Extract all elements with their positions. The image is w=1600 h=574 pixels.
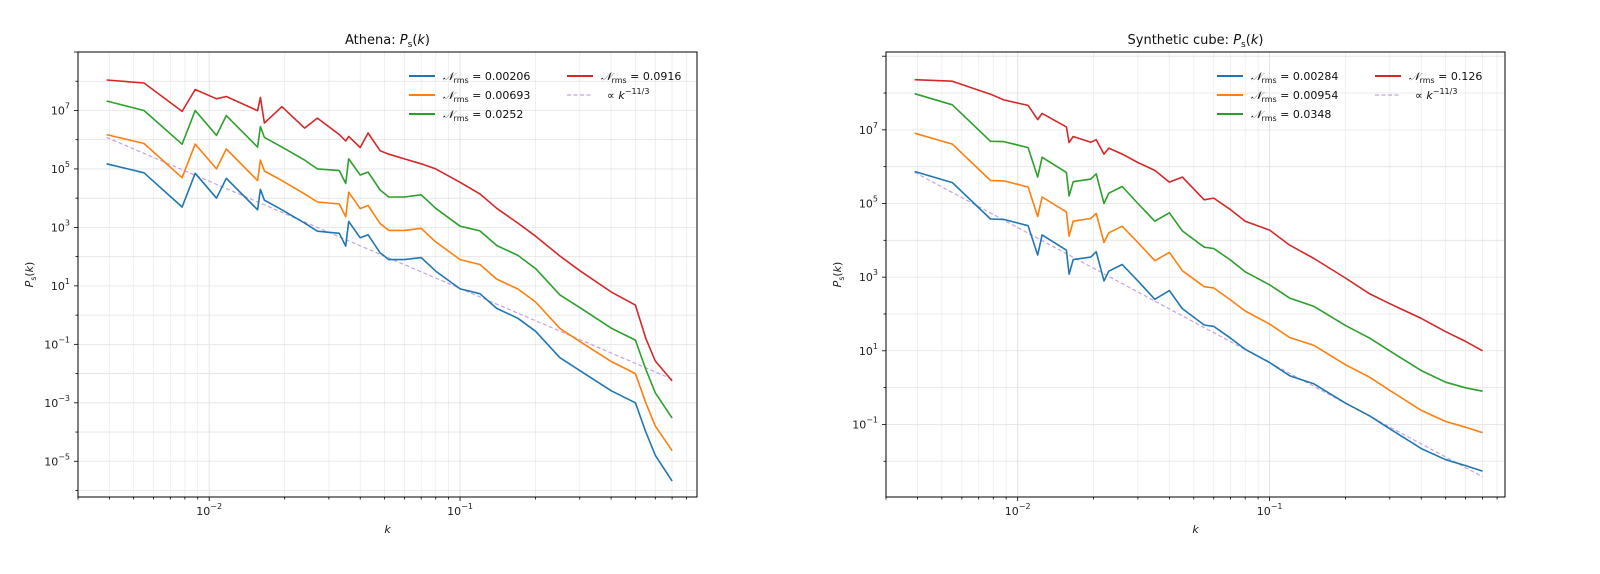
legend-label: 𝒩rms = 0.0252 bbox=[443, 108, 523, 123]
x-axis-label: k bbox=[1192, 523, 1199, 536]
legend-label: 𝒩rms = 0.0916 bbox=[601, 70, 681, 85]
axes-frame bbox=[77, 51, 698, 498]
y-tick-label: 103 bbox=[859, 268, 878, 284]
powerlaw-reference-line bbox=[914, 171, 1483, 478]
x-axis-label: k bbox=[384, 523, 391, 536]
series-line-3 bbox=[106, 100, 673, 419]
legend-label: 𝒩rms = 0.00954 bbox=[1251, 89, 1338, 104]
powerlaw-reference-line bbox=[106, 136, 673, 380]
chart-panel-1: 10−2 10−1 107 105 103 101 10−1 10−3 10−5 Athena: … bbox=[23, 33, 698, 536]
y-tick-label: 107 bbox=[859, 121, 878, 137]
legend-label: ∝ k−11/3 bbox=[1415, 87, 1457, 102]
y-tick-label: 10−3 bbox=[44, 394, 70, 410]
series-line-1 bbox=[106, 163, 673, 482]
y-axis-label: Ps(k) bbox=[23, 262, 38, 288]
legend: 𝒩rms = 0.00284 𝒩rms = 0.00954 𝒩rms = 0.034… bbox=[1217, 70, 1482, 123]
y-axis-label: Ps(k) bbox=[831, 262, 846, 288]
series-line-1 bbox=[914, 170, 1483, 472]
series-line-3 bbox=[914, 92, 1483, 392]
y-tick-label: 107 bbox=[51, 101, 70, 117]
chart-title: Synthetic cube: Ps(k) bbox=[1128, 33, 1264, 50]
legend-label: ∝ k−11/3 bbox=[607, 87, 649, 102]
y-tick-label: 10−5 bbox=[44, 452, 70, 468]
grid bbox=[885, 52, 1505, 497]
chart-title: Athena: Ps(k) bbox=[345, 33, 430, 50]
y-tick-label: 10−1 bbox=[44, 335, 70, 351]
series-line-4 bbox=[914, 78, 1483, 352]
legend-label: 𝒩rms = 0.00693 bbox=[443, 89, 530, 104]
series-line-4 bbox=[106, 79, 673, 382]
legend: 𝒩rms = 0.00206 𝒩rms = 0.00693 𝒩rms = 0.025… bbox=[409, 70, 681, 123]
y-tick-label: 10−1 bbox=[852, 415, 878, 431]
y-tick-label: 101 bbox=[51, 277, 70, 293]
y-tick-label: 105 bbox=[859, 194, 878, 210]
axes-frame bbox=[885, 51, 1506, 498]
x-tick-label: 10−1 bbox=[1257, 502, 1283, 518]
y-tick-label: 103 bbox=[51, 218, 70, 234]
chart-panel-2: 10−2 10−1 107 105 103 101 10−1 Synthetic cube: … bbox=[831, 33, 1506, 536]
x-tick-label: 10−2 bbox=[1005, 502, 1031, 518]
grid bbox=[77, 51, 697, 497]
y-tick-label: 105 bbox=[51, 160, 70, 176]
legend-label: 𝒩rms = 0.126 bbox=[1409, 70, 1482, 85]
legend-label: 𝒩rms = 0.0348 bbox=[1251, 108, 1331, 123]
x-tick-label: 10−2 bbox=[196, 502, 222, 518]
y-tick-label: 101 bbox=[859, 342, 878, 358]
series-line-2 bbox=[914, 132, 1483, 434]
legend-label: 𝒩rms = 0.00284 bbox=[1251, 70, 1338, 85]
x-tick-label: 10−1 bbox=[447, 502, 473, 518]
legend-label: 𝒩rms = 0.00206 bbox=[443, 70, 530, 85]
series-line-2 bbox=[106, 133, 673, 452]
